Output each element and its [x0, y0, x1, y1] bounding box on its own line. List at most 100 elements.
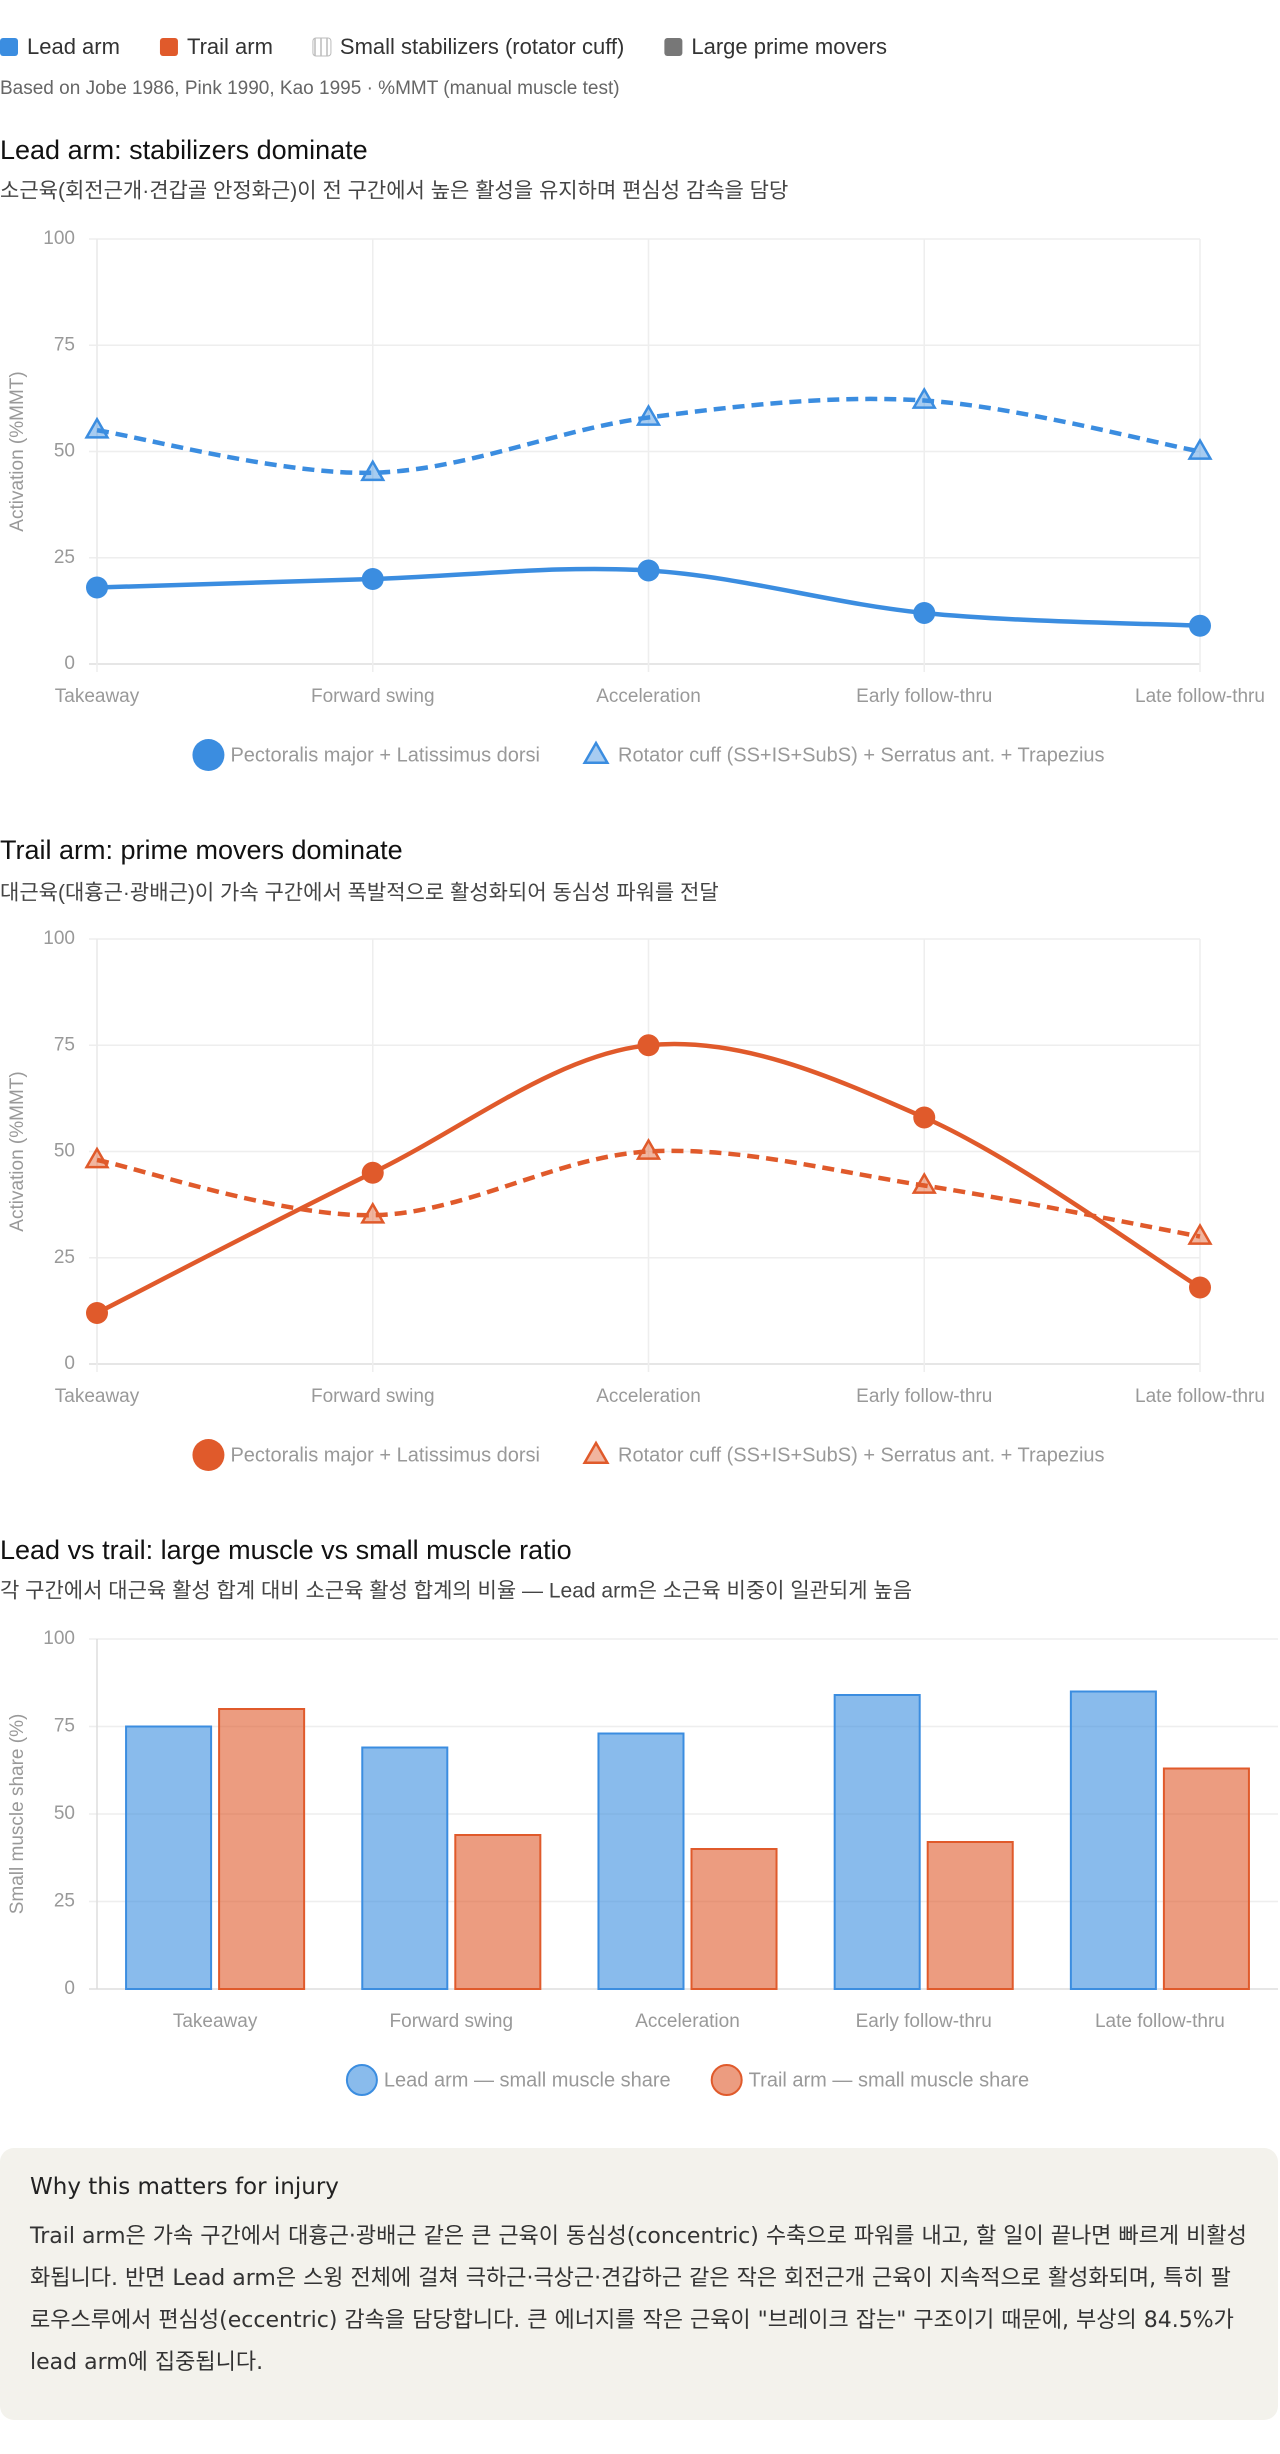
bar: [597, 1732, 685, 1990]
legend-item: Lead arm — small muscle share: [345, 2064, 671, 2096]
legend-marker: [345, 2064, 378, 2096]
legend-marker: [582, 740, 610, 765]
x-tick-label: Takeaway: [173, 2011, 258, 2032]
y-axis-title: Activation (%MMT): [7, 371, 28, 531]
y-tick-label: 50: [54, 441, 75, 462]
legend-label: Trail arm: [187, 34, 273, 59]
legend-label: Small stabilizers (rotator cuff): [340, 34, 624, 59]
legend-label: Pectoralis major + Latissimus dorsi: [230, 1444, 540, 1466]
bar: [1162, 1767, 1250, 1990]
point: [361, 568, 384, 590]
x-tick-label: Early follow-thru: [856, 686, 992, 707]
y-tick-label: 25: [54, 1891, 75, 1912]
y-tick-label: 50: [54, 1141, 75, 1162]
legend-swatch: [664, 38, 683, 56]
bar: [361, 1746, 449, 1990]
point: [913, 602, 936, 624]
point: [1187, 437, 1213, 460]
bar: [690, 1848, 778, 1990]
chart-subtitle: 각 구간에서 대근육 활성 합계 대비 소근육 활성 합계의 비율 — Lead…: [0, 1580, 912, 1603]
bar: [926, 1841, 1014, 1990]
point: [361, 1161, 384, 1184]
y-tick-label: 25: [54, 547, 75, 568]
x-tick-label: Early follow-thru: [856, 1386, 992, 1407]
legend-label: Lead arm: [27, 34, 120, 59]
point: [635, 1137, 662, 1160]
line: [96, 396, 1201, 476]
point: [86, 1302, 108, 1324]
bar: [833, 1694, 921, 1990]
chart-title: Trail arm: prime movers dominate: [0, 835, 403, 865]
x-tick-label: Late follow-thru: [1135, 1386, 1265, 1407]
y-tick-label: 75: [54, 334, 75, 355]
point: [637, 1034, 660, 1057]
point: [913, 1106, 936, 1129]
legend-swatch: [0, 38, 18, 56]
legend-label: Large prime movers: [691, 34, 887, 59]
y-tick-label: 100: [43, 928, 75, 949]
point: [84, 416, 110, 439]
callout-text: Trail arm은 가속 구간에서 대흉근·광배근 같은 큰 근육이 동심성(…: [30, 2224, 1247, 2375]
y-axis-title: Activation (%MMT): [7, 1071, 28, 1231]
x-tick-label: Takeaway: [55, 686, 140, 707]
bar: [1069, 1690, 1157, 1990]
bar: [125, 1725, 213, 1990]
y-tick-label: 100: [43, 1628, 75, 1649]
legend-item: Rotator cuff (SS+IS+SubS) + Serratus ant…: [582, 740, 1105, 766]
legend-marker: [582, 1440, 610, 1465]
point: [360, 459, 386, 482]
bar: [454, 1834, 542, 1990]
legend-marker: [192, 739, 225, 771]
x-tick-label: Takeaway: [55, 1386, 140, 1407]
x-tick-label: Acceleration: [596, 686, 701, 707]
x-tick-label: Late follow-thru: [1135, 686, 1265, 707]
legend-marker: [710, 2064, 743, 2096]
chart-title: Lead vs trail: large muscle vs small mus…: [0, 1535, 572, 1565]
legend-marker: [192, 1439, 225, 1471]
legend-item: Pectoralis major + Latissimus dorsi: [192, 1439, 540, 1471]
y-tick-label: 75: [54, 1034, 75, 1055]
point: [911, 386, 937, 409]
chart-subtitle: 대근육(대흉근·광배근)이 가속 구간에서 폭발적으로 활성화되어 동심성 파워…: [0, 882, 719, 905]
point: [360, 1201, 386, 1224]
y-axis-title: Small muscle share (%): [7, 1714, 28, 1915]
x-tick-label: Forward swing: [390, 2011, 514, 2032]
note: Based on Jobe 1986, Pink 1990, Kao 1995 …: [0, 78, 620, 99]
callout: Why this matters for injury Trail arm은 가…: [0, 2148, 1278, 2420]
legend-item: Rotator cuff (SS+IS+SubS) + Serratus ant…: [582, 1440, 1105, 1466]
y-tick-label: 75: [54, 1716, 75, 1737]
legend-label: Pectoralis major + Latissimus dorsi: [230, 744, 540, 766]
y-tick-label: 100: [43, 228, 75, 249]
legend-label: Rotator cuff (SS+IS+SubS) + Serratus ant…: [618, 1444, 1105, 1466]
legend-item: Trail arm — small muscle share: [710, 2064, 1029, 2096]
point: [911, 1171, 937, 1194]
charts: Based on Jobe 1986, Pink 1990, Kao 1995 …: [0, 34, 1278, 2096]
x-tick-label: Early follow-thru: [856, 2011, 992, 2032]
chart-title: Lead arm: stabilizers dominate: [0, 135, 368, 165]
point: [84, 1146, 110, 1169]
y-tick-label: 0: [64, 1353, 75, 1374]
chart-subtitle: 소근육(회전근개·견갑골 안정화근)이 전 구간에서 높은 활성을 유지하며 편…: [0, 180, 788, 203]
legend-label: Trail arm — small muscle share: [749, 2069, 1029, 2091]
legend-swatch: [159, 38, 178, 56]
point: [635, 403, 662, 426]
y-tick-label: 50: [54, 1803, 75, 1824]
point: [637, 559, 660, 582]
line: [96, 1148, 1201, 1239]
legend-label: Rotator cuff (SS+IS+SubS) + Serratus ant…: [618, 744, 1105, 766]
x-tick-label: Late follow-thru: [1095, 2011, 1225, 2032]
x-tick-label: Forward swing: [311, 686, 435, 707]
x-tick-label: Forward swing: [311, 1386, 435, 1407]
y-tick-label: 25: [54, 1247, 75, 1268]
bar: [218, 1708, 306, 1990]
point: [1187, 1222, 1213, 1245]
legend-swatch: [312, 37, 332, 57]
legend-item: Pectoralis major + Latissimus dorsi: [192, 739, 540, 771]
point: [1189, 614, 1211, 637]
x-tick-label: Acceleration: [596, 1386, 701, 1407]
point: [1189, 1276, 1211, 1299]
callout-title: Why this matters for injury: [30, 2174, 339, 2200]
y-tick-label: 0: [64, 1978, 75, 1999]
legend-label: Lead arm — small muscle share: [384, 2069, 671, 2091]
